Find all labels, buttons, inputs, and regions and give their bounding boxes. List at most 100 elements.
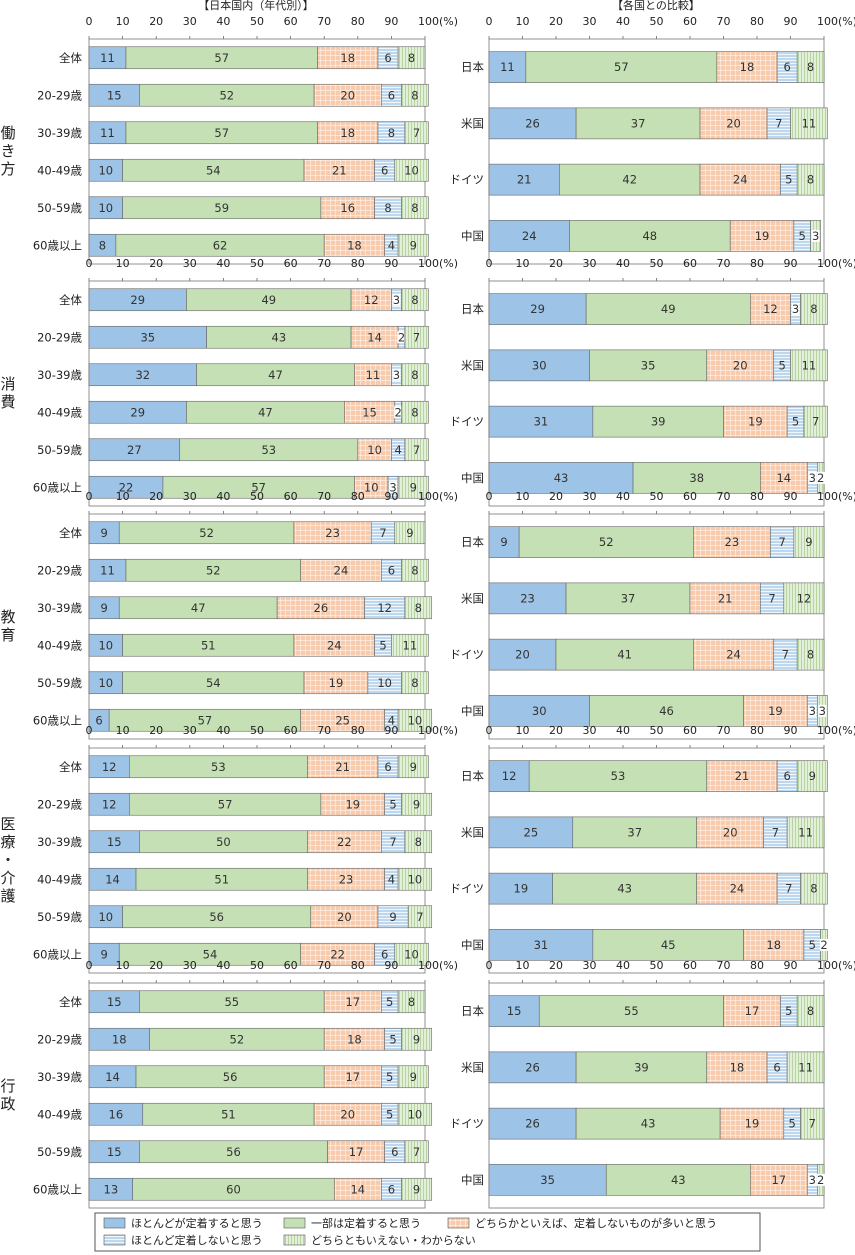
g3-p1-value-2-mostly-no: 7	[785, 882, 792, 896]
g3-p0-value-5-rather-no: 22	[330, 947, 345, 961]
g1-p0-value-1-mostly-no: 2	[398, 330, 405, 344]
g2-p1-value-1-rather-no: 21	[718, 591, 733, 605]
g3-p0-value-5-unsure: 10	[404, 947, 419, 961]
g3-p1-tick-label-0: 0	[486, 724, 493, 737]
g4-p1-bar-0-mostly-yes	[488, 995, 540, 1027]
g3-p1-value-0-partly-yes: 53	[611, 769, 626, 783]
g0-p0-tick-label-10: 100(%)	[418, 15, 458, 28]
g0-p0-value-5-unsure: 9	[410, 238, 417, 252]
g1-p0-bar-0-unsure	[401, 288, 429, 312]
g2-p1-tick-label-3: 30	[583, 490, 597, 503]
g4-p0-plot-frame	[88, 982, 426, 1209]
g0-p1-value-2-mostly-yes: 21	[517, 173, 532, 187]
g1-p1-tick-label-9: 90	[784, 257, 798, 270]
g3-p1-bar-2-unsure	[800, 872, 828, 905]
g1-p0-value-1-rather-no: 14	[367, 330, 382, 344]
g1-p0-plot-frame	[88, 280, 426, 507]
g0-p0-value-0-mostly-no: 6	[384, 51, 391, 65]
g4-p0-category-2: 30-39歳	[37, 1070, 82, 1084]
g2-p0-category-4: 50-59歳	[37, 676, 82, 690]
g2-p1-tick-label-10: 100(%)	[817, 490, 855, 503]
g3-p1-category-3: 中国	[461, 938, 484, 952]
g3-p1-bar-0-partly-yes	[528, 760, 708, 792]
g1-p1-bar-0-mostly-yes	[488, 293, 587, 325]
g2-p1-value-2-partly-yes: 41	[617, 648, 632, 662]
g1-p0-value-bg-2-3	[392, 368, 401, 381]
g3-p0-value-0-rather-no: 21	[335, 760, 350, 774]
group-title-2-char-1: 育	[0, 626, 15, 644]
g0-p1-bar-2-rather-no	[699, 163, 781, 196]
g4-p0-category-0: 全体	[59, 995, 82, 1009]
g2-p0-value-5-partly-yes: 57	[198, 713, 213, 727]
g2-p1-bar-0-mostly-yes	[488, 526, 520, 558]
g4-p0-value-4-mostly-yes: 15	[107, 1145, 122, 1159]
legend-label-3: ほとんど定着しないと思う	[131, 1233, 263, 1247]
g0-p1-category-3: 中国	[461, 229, 484, 243]
g3-p1-bar-2-rather-no	[696, 872, 778, 905]
g3-p0-tick-label-5: 50	[250, 724, 264, 737]
legend-swatch-2	[447, 1217, 470, 1229]
g3-p0-value-2-mostly-no: 7	[389, 835, 396, 849]
group-title-4-char-0: 行	[0, 1077, 15, 1095]
g1-p1-value-3-unsure: 2	[817, 471, 824, 485]
g1-p1-bar-1-partly-yes	[589, 349, 708, 382]
g2-p1-value-bg-3-3	[808, 704, 817, 717]
g2-p0-category-0: 全体	[59, 526, 82, 540]
g2-p0-bar-4-unsure	[401, 671, 429, 695]
g4-p0-bar-3-unsure	[397, 1102, 433, 1126]
g1-p0-bar-5-unsure	[397, 475, 429, 499]
g3-p1-tick-label-4: 40	[616, 724, 630, 737]
g4-p0-value-2-partly-yes: 56	[223, 1070, 238, 1084]
g4-p1-tick-label-10: 100(%)	[817, 959, 855, 972]
g0-p0-value-1-unsure: 8	[411, 88, 418, 102]
g0-p0-category-4: 50-59歳	[37, 201, 82, 215]
g2-p0-value-4-partly-yes: 54	[206, 676, 221, 690]
g4-p1-bar-1-rather-no	[706, 1051, 768, 1084]
legend-frame	[94, 1212, 761, 1252]
g1-p0-value-3-unsure: 8	[411, 405, 418, 419]
g2-p0-tick-label-8: 80	[351, 490, 365, 503]
g4-p0-category-5: 60歳以上	[33, 1182, 82, 1196]
g2-p1-value-1-partly-yes: 37	[621, 591, 636, 605]
g2-p0-bar-0-unsure	[394, 521, 426, 545]
g3-p0-value-3-rather-no: 23	[339, 872, 354, 886]
g4-p1-bar-3-partly-yes	[605, 1164, 751, 1196]
g2-p1-value-3-partly-yes: 46	[659, 704, 674, 718]
g2-p1-tick-label-8: 80	[750, 490, 764, 503]
group-title-0-char-1: き	[0, 142, 15, 160]
g4-p1-bar-0-partly-yes	[538, 995, 724, 1027]
g1-p1-value-1-rather-no: 20	[733, 358, 748, 372]
g1-p1-tick-label-0: 0	[486, 257, 493, 270]
g4-p1-value-2-partly-yes: 43	[641, 1117, 656, 1131]
g3-p0-value-1-rather-no: 19	[345, 797, 360, 811]
g0-p1-value-1-partly-yes: 37	[631, 116, 646, 130]
g1-p0-tick-label-10: 100(%)	[418, 257, 458, 270]
g4-p0-bar-1-unsure	[401, 1027, 433, 1051]
g1-p0-value-4-rather-no: 10	[367, 443, 382, 457]
g0-p1-value-2-mostly-no: 5	[785, 173, 792, 187]
g4-p0-value-2-mostly-no: 5	[386, 1070, 393, 1084]
group-title-3-char-4: 護	[0, 887, 15, 905]
g3-p0-value-1-mostly-yes: 12	[102, 797, 117, 811]
g1-p0-category-0: 全体	[59, 293, 82, 307]
g3-p0-tick-label-4: 40	[216, 724, 230, 737]
g1-p1-value-2-mostly-yes: 31	[534, 415, 549, 429]
g3-p1-tick-label-2: 20	[549, 724, 563, 737]
g0-p1-bar-1-rather-no	[699, 107, 768, 140]
g2-p1-value-2-mostly-yes: 20	[515, 648, 530, 662]
g0-p1-value-2-partly-yes: 42	[622, 173, 637, 187]
g1-p0-tick-label-0: 0	[86, 257, 93, 270]
g0-p1-value-1-mostly-no: 7	[775, 116, 782, 130]
g4-p1-tick-label-1: 10	[516, 959, 530, 972]
g3-p0-category-4: 50-59歳	[37, 910, 82, 924]
g1-p0-value-0-mostly-no: 3	[393, 293, 400, 307]
g3-p0-value-2-partly-yes: 50	[216, 835, 231, 849]
g3-p0-value-1-mostly-no: 5	[389, 797, 396, 811]
g2-p1-tick-label-4: 40	[616, 490, 630, 503]
g0-p1-value-1-unsure: 11	[802, 116, 817, 130]
g4-p0-tick-label-1: 10	[116, 959, 130, 972]
g0-p0-category-0: 全体	[59, 51, 82, 65]
g0-p1-tick-label-10: 100(%)	[817, 15, 855, 28]
g3-p0-value-1-partly-yes: 57	[218, 797, 233, 811]
g0-p0-category-1: 20-29歳	[37, 88, 82, 102]
